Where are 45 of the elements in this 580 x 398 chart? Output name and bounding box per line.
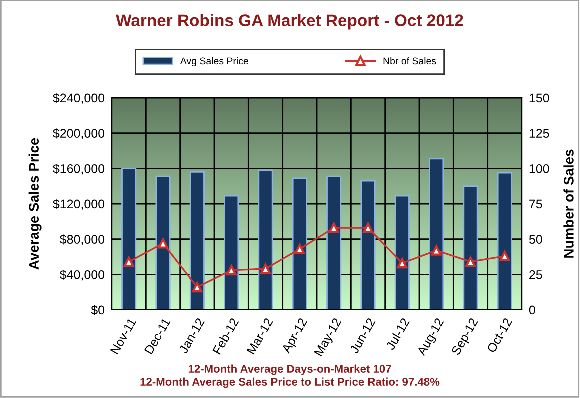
- bar: [258, 170, 274, 310]
- y2-tick-label: 100: [530, 164, 550, 174]
- legend-label: Avg Sales Price: [180, 57, 248, 67]
- point: [294, 244, 306, 254]
- point: [363, 222, 374, 234]
- text: 12-Month Average Sales Price to List Price Ratio: 97.48%: [140, 378, 440, 388]
- legend-label: Nbr of Sales: [384, 57, 436, 65]
- bar: [394, 195, 410, 310]
- point: [431, 245, 442, 256]
- y-tick-label: $0: [91, 305, 105, 316]
- bar: [360, 180, 376, 310]
- bar: [463, 186, 478, 310]
- y2-tick-label: 50: [529, 235, 542, 244]
- y2-tick-label: 125: [530, 129, 550, 138]
- bar: [224, 195, 240, 310]
- bar: [190, 172, 205, 310]
- bar: [156, 176, 171, 310]
- bar: [292, 178, 308, 310]
- bar: [497, 172, 512, 310]
- bar: [326, 176, 342, 310]
- y-tick-label: $40,000: [60, 270, 105, 281]
- y2-tick-label: 150: [530, 94, 550, 103]
- point: [158, 238, 168, 249]
- chart-title: Warner Robins GA Market Report - Oct 2012: [116, 14, 464, 30]
- y-tick-label: $240,000: [53, 93, 105, 104]
- y-axis-title: Average Sales Price: [28, 138, 42, 270]
- point: [192, 282, 203, 293]
- y2-tick-label: 75: [530, 200, 542, 209]
- point: [466, 256, 476, 268]
- y-tick-label: $80,000: [60, 234, 105, 246]
- point: [397, 258, 408, 269]
- point: [124, 256, 134, 268]
- point: [328, 222, 340, 234]
- bar: [429, 158, 444, 310]
- y-tick-label: $120,000: [53, 199, 105, 210]
- y-tick-label: $200,000: [53, 128, 105, 140]
- y2-tick-label: 0: [529, 306, 536, 315]
- bar: [122, 168, 137, 310]
- y2-tick-label: 25: [530, 270, 542, 280]
- y2-axis-title: Number of Sales: [564, 150, 574, 258]
- point: [500, 251, 510, 262]
- point: [260, 264, 271, 274]
- y-tick-label: $160,000: [53, 164, 105, 175]
- text: 12-Month Average Days-on-Market 107: [188, 364, 392, 376]
- point: [226, 265, 237, 276]
